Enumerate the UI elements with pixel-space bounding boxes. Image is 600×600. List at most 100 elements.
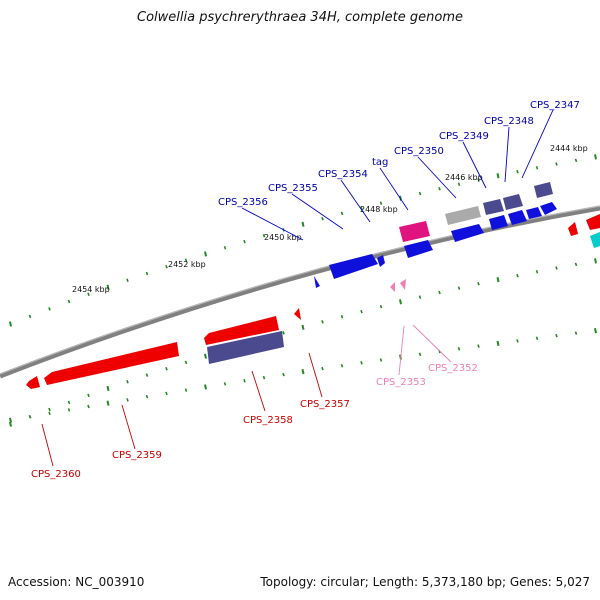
scale-tick: [360, 309, 363, 314]
gene-label-cps-2358[interactable]: CPS_2358: [243, 415, 293, 426]
gene-label-cps-2349[interactable]: CPS_2349: [439, 131, 489, 142]
gene-arrow-cps-2353[interactable]: [390, 282, 395, 292]
scale-tick: [204, 384, 207, 390]
gene-arrow-cps-2357[interactable]: [294, 308, 301, 320]
scale-label: 2446 kbp: [445, 173, 483, 182]
gene-arrow-cps-2347[interactable]: [534, 182, 553, 198]
leader-lines: [41, 109, 554, 467]
gene-label-cps-2353[interactable]: CPS_2353: [376, 377, 426, 388]
scale-tick: [165, 366, 168, 371]
scale-tick: [477, 344, 480, 348]
scale-tick: [457, 182, 461, 187]
gene-arrow-cps-2354[interactable]: [329, 254, 378, 279]
scale-tick: [204, 251, 207, 257]
gene-arrow-cps-2348[interactable]: [503, 194, 523, 210]
scale-tick: [145, 394, 149, 399]
scale-tick: [87, 393, 90, 398]
scale-tick: [126, 278, 129, 282]
gene-label-cps-2347[interactable]: CPS_2347: [530, 100, 580, 111]
scale-tick: [184, 388, 188, 392]
scale-tick: [165, 265, 168, 269]
scale-tick: [574, 158, 578, 163]
gene-arrow-cps-2360[interactable]: [26, 376, 40, 389]
scale-tick: [106, 400, 110, 406]
scale-tick: [262, 233, 266, 238]
gene-arrow-red-right[interactable]: [586, 214, 600, 230]
scale-tick: [340, 211, 344, 216]
scale-tick: [340, 363, 344, 368]
reverse-genes: [26, 279, 406, 389]
gene-label-cps-2356[interactable]: CPS_2356: [218, 197, 268, 208]
scale-tick: [126, 380, 129, 384]
scale-tick: [360, 206, 363, 210]
gene-arrow-cps-2356[interactable]: [314, 276, 320, 288]
scale-tick: [184, 258, 188, 263]
gene-arrow-red-small[interactable]: [568, 222, 578, 236]
scale-tick: [67, 408, 71, 412]
gene-label-cps-2357[interactable]: CPS_2357: [300, 399, 350, 410]
scale-tick: [360, 361, 363, 365]
scale-tick: [438, 187, 441, 191]
gene-arrow-blue-small[interactable]: [377, 255, 385, 267]
scale-tick: [535, 269, 539, 274]
scale-label: 2452 kbp: [168, 260, 206, 269]
scale-tick: [48, 307, 51, 311]
scale-tick: [243, 378, 246, 383]
gene-arrow-cps-2352[interactable]: [400, 279, 406, 290]
scale-tick: [496, 277, 500, 283]
pseudo-gene-cps-2350[interactable]: [445, 206, 481, 225]
scale-tick: [48, 407, 51, 412]
gene-label-cps-2348[interactable]: CPS_2348: [484, 116, 534, 127]
gene-label-cps-2360[interactable]: CPS_2360: [31, 469, 81, 480]
trna-gene-tag[interactable]: [399, 221, 430, 242]
scale-tick: [321, 320, 324, 324]
scale-tick: [457, 286, 461, 290]
gene-label-cps-2350[interactable]: CPS_2350: [394, 146, 444, 157]
scale-tick: [67, 400, 71, 405]
forward-genes: [314, 182, 600, 288]
scale-tick: [535, 336, 539, 340]
scale-tick: [145, 271, 149, 276]
gene-arrow-blue[interactable]: [526, 207, 542, 219]
scale-tick: [555, 162, 558, 166]
gene-label-cps-2355[interactable]: CPS_2355: [268, 183, 318, 194]
scale-tick: [594, 154, 597, 160]
gene-label-cps-2354[interactable]: CPS_2354: [318, 169, 368, 180]
gene-arrow-blue[interactable]: [540, 202, 557, 215]
scale-label: 2448 kbp: [360, 205, 398, 214]
scale-tick: [418, 295, 422, 299]
gene-label-cps-2352[interactable]: CPS_2352: [428, 363, 478, 374]
gene-arrow-blue[interactable]: [489, 215, 508, 230]
scale-tick: [477, 282, 480, 286]
gene-arrow-blue[interactable]: [508, 210, 527, 225]
scale-tick: [321, 217, 324, 221]
scale-tick: [379, 358, 383, 362]
scale-tick: [126, 398, 129, 402]
scale-tick: [438, 290, 441, 295]
scale-tick: [223, 382, 227, 386]
scale-tick: [262, 375, 266, 380]
gene-arrow-cps-2349[interactable]: [483, 199, 504, 215]
scale-tick: [28, 314, 32, 319]
gene-arrow-cps-2359[interactable]: [44, 342, 179, 385]
gene-arrow-cps-2358[interactable]: [207, 331, 284, 364]
scale-tick: [574, 331, 578, 335]
scale-label: 2450 kbp: [264, 233, 302, 242]
gene-label-tag[interactable]: tag: [372, 157, 388, 168]
scale-tick: [340, 314, 344, 319]
scale-tick: [379, 304, 383, 309]
accession-label: Accession: NC_003910: [8, 575, 145, 589]
gene-arrow-blue[interactable]: [404, 240, 433, 258]
gene-arrow-red-mid[interactable]: [204, 316, 279, 345]
scale-tick: [496, 173, 500, 179]
scale-label: 2444 kbp: [550, 144, 588, 153]
gene-label-cps-2359[interactable]: CPS_2359: [112, 450, 162, 461]
gene-arrow-blue[interactable]: [451, 224, 484, 242]
scale-tick: [9, 321, 12, 327]
scale-tick: [418, 191, 422, 196]
rrna-gene[interactable]: [590, 232, 600, 248]
scale-tick: [48, 411, 51, 416]
scale-tick: [301, 221, 305, 227]
scale-tick: [594, 328, 597, 334]
